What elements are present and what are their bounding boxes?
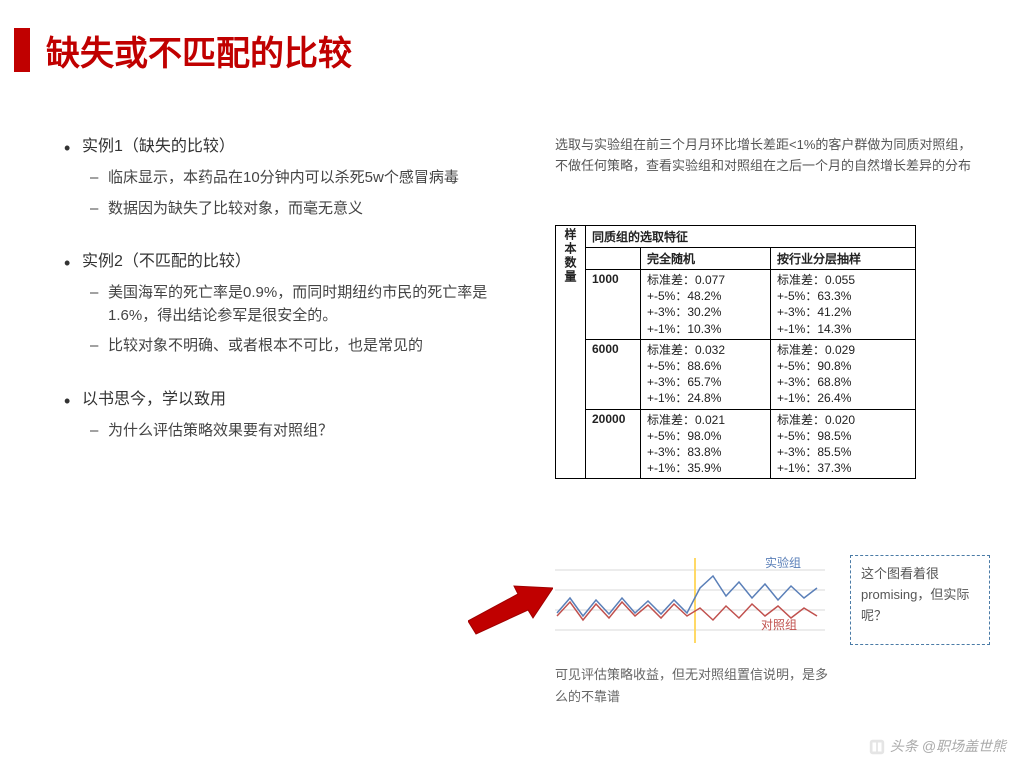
col-random: 完全随机 (641, 248, 771, 270)
slide-title: 缺失或不匹配的比较 (46, 26, 352, 75)
right-description: 选取与实验组在前三个月月环比增长差距<1%的客户群做为同质对照组，不做任何策略，… (555, 135, 975, 177)
col-empty (586, 248, 641, 270)
cell-b: 标准差：0.055 +-5%：63.3% +-3%：41.2% +-1%：14.… (771, 270, 916, 340)
cell-b: 标准差：0.020 +-5%：98.5% +-3%：85.5% +-1%：37.… (771, 409, 916, 479)
legend-control: 对照组 (761, 616, 797, 633)
title-accent-bar (14, 28, 30, 72)
table-row: 1000 标准差：0.077 +-5%：48.2% +-3%：30.2% +-1… (556, 270, 916, 340)
bullet-s1-1: 临床显示，本药品在10分钟内可以杀死5w个感冒病毒 (60, 167, 505, 190)
bullet-s2: 实例2（不匹配的比较） (60, 250, 505, 274)
sampling-table: 样本数量 同质组的选取特征 完全随机 按行业分层抽样 1000 标准差：0.07… (555, 225, 916, 479)
cell-b: 标准差：0.029 +-5%：90.8% +-3%：68.8% +-1%：26.… (771, 339, 916, 409)
comparison-line-chart: 实验组 对照组 (555, 558, 825, 643)
watermark-text: 头条 @职场盖世熊 (890, 738, 1006, 754)
bullet-s3-1: 为什么评估策略效果要有对照组？ (60, 420, 505, 443)
bullet-s2-1: 美国海军的死亡率是0.9%，而同时期纽约市民的死亡率是1.6%，得出结论参军是很… (60, 282, 505, 327)
cell-n: 20000 (586, 409, 641, 479)
arrow-icon (468, 576, 553, 636)
col-stratified: 按行业分层抽样 (771, 248, 916, 270)
cell-n: 1000 (586, 270, 641, 340)
cell-a: 标准差：0.021 +-5%：98.0% +-3%：83.8% +-1%：35.… (641, 409, 771, 479)
bottom-note: 可见评估策略收益，但无对照组置信说明，是多么的不靠谱 (555, 664, 835, 708)
table-header-group: 同质组的选取特征 (586, 226, 916, 248)
watermark: 头条 @职场盖世熊 (868, 736, 1006, 756)
cell-a: 标准差：0.032 +-5%：88.6% +-3%：65.7% +-1%：24.… (641, 339, 771, 409)
headline-icon (868, 738, 886, 756)
legend-experiment: 实验组 (765, 554, 801, 571)
table-row: 20000 标准差：0.021 +-5%：98.0% +-3%：83.8% +-… (556, 409, 916, 479)
cell-a: 标准差：0.077 +-5%：48.2% +-3%：30.2% +-1%：10.… (641, 270, 771, 340)
bullet-s3: 以书思今，学以致用 (60, 388, 505, 412)
bullet-s1-2: 数据因为缺失了比较对象，而毫无意义 (60, 198, 505, 221)
bullet-s2-2: 比较对象不明确、或者根本不可比，也是常见的 (60, 335, 505, 358)
cell-n: 6000 (586, 339, 641, 409)
table-row: 6000 标准差：0.032 +-5%：88.6% +-3%：65.7% +-1… (556, 339, 916, 409)
left-bullets: 实例1（缺失的比较） 临床显示，本药品在10分钟内可以杀死5w个感冒病毒 数据因… (60, 135, 505, 450)
bullet-s1: 实例1（缺失的比较） (60, 135, 505, 159)
row-header-sample: 样本数量 (556, 226, 586, 479)
callout-box: 这个图看着很promising，但实际呢？ (850, 555, 990, 645)
